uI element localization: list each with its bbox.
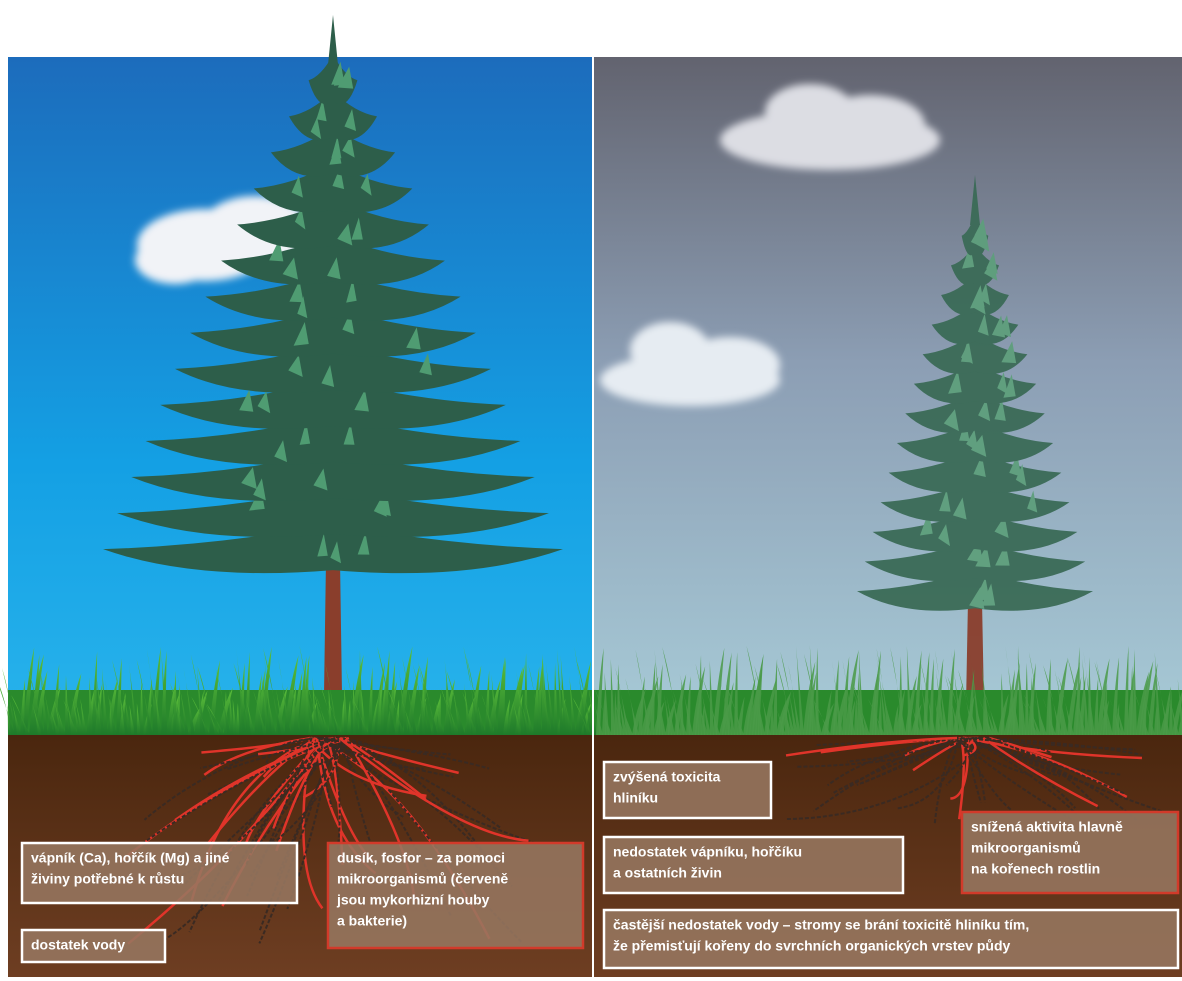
trunk <box>966 600 984 705</box>
label-text: živiny potřebné k růstu <box>31 871 184 887</box>
label-text: na kořenech rostlin <box>971 861 1100 877</box>
label-text: snížená aktivita hlavně <box>971 819 1123 835</box>
tip <box>328 15 338 65</box>
label-text: a ostatních živin <box>613 865 722 881</box>
label-text: jsou mykorhizní houby <box>336 892 490 908</box>
label-text: mikroorganismů (červeně <box>337 871 508 887</box>
trunk <box>324 560 342 695</box>
label-text: dostatek vody <box>31 937 125 953</box>
label-text: nedostatek vápníku, hořčíku <box>613 844 802 860</box>
label-text: že přemisťují kořeny do svrchních organi… <box>613 938 1010 954</box>
label-text: mikroorganismů <box>971 840 1081 856</box>
label-text: hliníku <box>613 790 658 806</box>
label-text: a bakterie) <box>337 913 407 929</box>
label-text: častější nedostatek vody – stromy se brá… <box>613 917 1029 933</box>
label-text: vápník (Ca), hořčík (Mg) a jiné <box>31 850 230 866</box>
page: vápník (Ca), hořčík (Mg) a jiné živiny po… <box>0 0 1182 981</box>
label-text: dusík, fosfor – za pomoci <box>337 850 505 866</box>
label-text: zvýšená toxicita <box>613 769 721 785</box>
illustration: vápník (Ca), hořčík (Mg) a jiné živiny po… <box>0 0 1182 981</box>
